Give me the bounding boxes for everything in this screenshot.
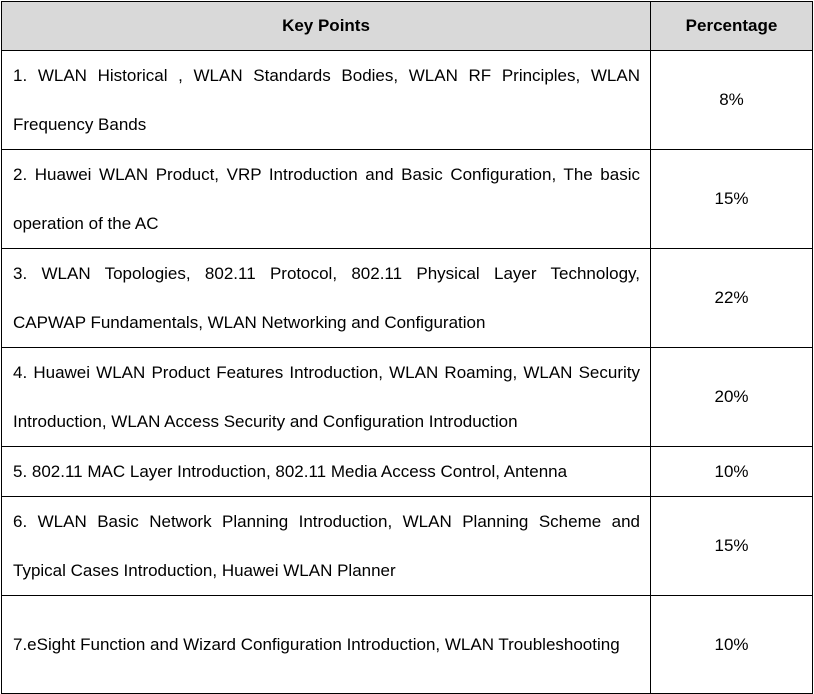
table-row: 6. WLAN Basic Network Planning Introduct… xyxy=(1,496,813,596)
key-points-cell: 6. WLAN Basic Network Planning Introduct… xyxy=(1,496,651,596)
table-row: 4. Huawei WLAN Product Features Introduc… xyxy=(1,347,813,447)
key-points-cell: 2. Huawei WLAN Product, VRP Introduction… xyxy=(1,149,651,249)
percentage-cell: 22% xyxy=(650,248,813,348)
percentage-cell: 10% xyxy=(650,595,813,694)
key-points-cell: 4. Huawei WLAN Product Features Introduc… xyxy=(1,347,651,447)
percentage-cell: 15% xyxy=(650,149,813,249)
header-key-points: Key Points xyxy=(1,1,651,51)
key-points-cell: 7.eSight Function and Wizard Configurati… xyxy=(1,595,651,694)
table-row: 2. Huawei WLAN Product, VRP Introduction… xyxy=(1,149,813,249)
percentage-cell: 20% xyxy=(650,347,813,447)
key-points-cell: 3. WLAN Topologies, 802.11 Protocol, 802… xyxy=(1,248,651,348)
header-row: Key Points Percentage xyxy=(1,1,813,51)
key-points-cell: 5. 802.11 MAC Layer Introduction, 802.11… xyxy=(1,446,651,497)
table-row: 1. WLAN Historical , WLAN Standards Bodi… xyxy=(1,50,813,150)
table-row: 5. 802.11 MAC Layer Introduction, 802.11… xyxy=(1,446,813,497)
key-points-cell: 1. WLAN Historical , WLAN Standards Bodi… xyxy=(1,50,651,150)
header-percentage: Percentage xyxy=(650,1,813,51)
table-row: 3. WLAN Topologies, 802.11 Protocol, 802… xyxy=(1,248,813,348)
percentage-cell: 8% xyxy=(650,50,813,150)
percentage-cell: 10% xyxy=(650,446,813,497)
percentage-cell: 15% xyxy=(650,496,813,596)
table-row: 7.eSight Function and Wizard Configurati… xyxy=(1,595,813,694)
